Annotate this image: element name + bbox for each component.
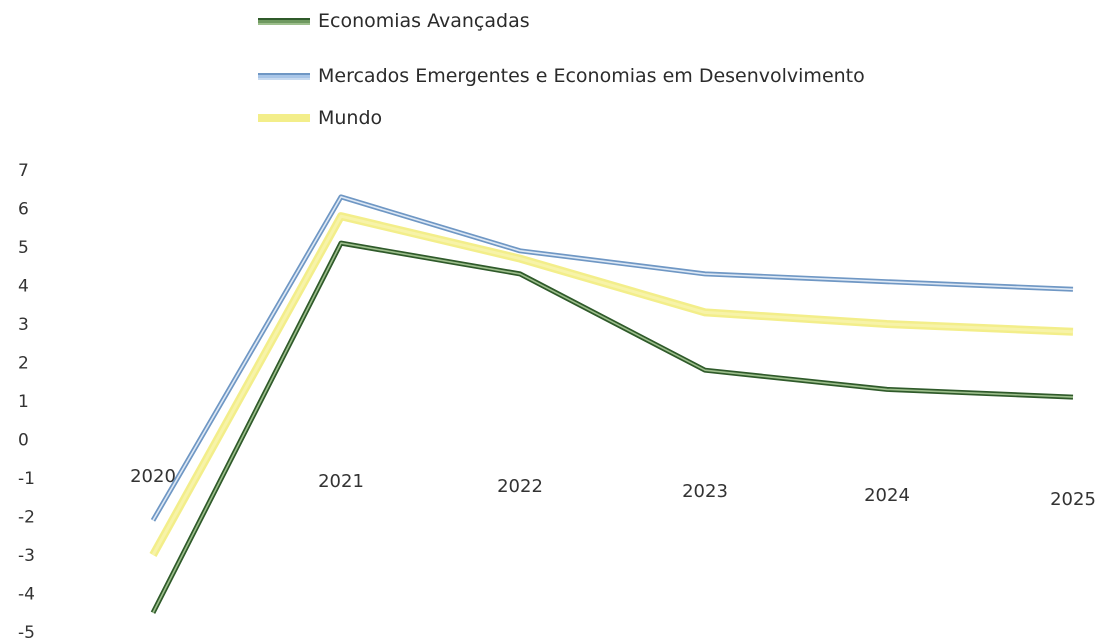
y-tick-label: 4 bbox=[18, 277, 29, 297]
series-line-highlight-2 bbox=[151, 214, 1074, 556]
series-line-highlight-1 bbox=[152, 196, 1074, 521]
y-tick-label: -2 bbox=[18, 508, 35, 528]
y-tick-label: 1 bbox=[18, 392, 29, 412]
y-tick-label: 0 bbox=[18, 431, 29, 451]
series-line-highlight-0 bbox=[152, 242, 1074, 614]
legend-item-mundo: Mundo bbox=[258, 105, 382, 131]
x-tick-label: 2021 bbox=[318, 471, 364, 492]
legend-swatch-mundo bbox=[258, 114, 310, 122]
x-tick-label: 2024 bbox=[864, 485, 910, 506]
y-tick-label: 7 bbox=[18, 161, 29, 181]
x-tick-label: 2023 bbox=[682, 481, 728, 502]
legend-item-mercados-emergentes: Mercados Emergentes e Economias em Desen… bbox=[258, 63, 865, 89]
legend-swatch-economias-avancadas bbox=[258, 19, 310, 23]
legend-label-economias-avancadas: Economias Avançadas bbox=[318, 10, 530, 32]
x-tick-label: 2022 bbox=[497, 476, 543, 497]
y-tick-label: -3 bbox=[18, 546, 35, 566]
legend-label-mercados-emergentes: Mercados Emergentes e Economias em Desen… bbox=[318, 65, 865, 87]
y-tick-label: 3 bbox=[18, 315, 29, 335]
y-tick-label: -5 bbox=[18, 623, 35, 642]
legend-swatch-mercados-emergentes bbox=[258, 74, 310, 78]
x-tick-label: 2020 bbox=[130, 466, 176, 487]
y-tick-label: 5 bbox=[18, 238, 29, 258]
series-line-2 bbox=[149, 212, 1074, 557]
y-tick-label: 6 bbox=[18, 200, 29, 220]
x-tick-label: 2025 bbox=[1050, 489, 1096, 510]
y-tick-label: 2 bbox=[18, 354, 29, 374]
legend-label-mundo: Mundo bbox=[318, 107, 383, 129]
y-tick-label: -1 bbox=[18, 469, 35, 489]
y-tick-label: -4 bbox=[18, 585, 35, 605]
legend-item-economias-avancadas: Economias Avançadas bbox=[258, 8, 530, 34]
series-line-1 bbox=[150, 194, 1074, 522]
